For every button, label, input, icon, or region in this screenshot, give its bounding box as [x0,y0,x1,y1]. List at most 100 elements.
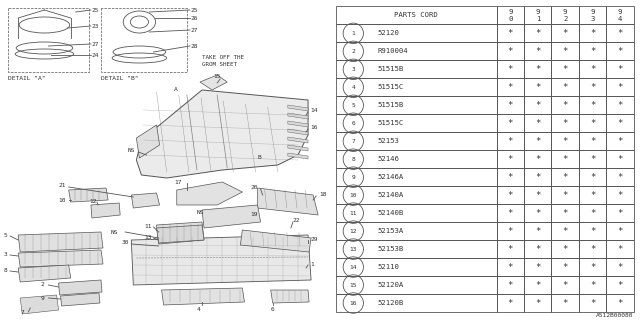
Text: 18: 18 [319,192,326,197]
Text: 52153: 52153 [377,138,399,144]
Polygon shape [68,188,108,202]
Text: 4: 4 [351,85,355,90]
Text: *: * [617,65,623,74]
Text: *: * [508,173,513,182]
Text: 29: 29 [310,237,317,242]
Text: 25: 25 [92,8,99,13]
Text: A: A [173,87,177,92]
Text: *: * [535,101,540,110]
Polygon shape [288,153,308,159]
Text: 3: 3 [4,252,8,257]
Text: *: * [590,137,595,146]
Text: *: * [563,29,568,38]
Text: 9
2: 9 2 [563,9,567,22]
Text: *: * [508,83,513,92]
Text: *: * [535,137,540,146]
Text: *: * [563,47,568,56]
Text: R910004: R910004 [377,48,408,54]
Text: 51515B: 51515B [377,66,403,72]
Text: *: * [617,281,623,290]
Text: A512B00080: A512B00080 [596,313,634,318]
Text: 8: 8 [4,268,8,273]
Text: *: * [563,119,568,128]
Polygon shape [18,250,103,267]
Text: *: * [563,227,568,236]
Text: 22: 22 [293,218,300,223]
Text: *: * [590,101,595,110]
Text: *: * [617,244,623,253]
Text: *: * [590,281,595,290]
Text: 26: 26 [191,16,198,21]
Text: *: * [617,227,623,236]
Text: 23: 23 [92,24,99,29]
Text: *: * [590,244,595,253]
Text: *: * [590,262,595,272]
Text: *: * [617,191,623,200]
Text: 25: 25 [191,8,198,13]
Text: *: * [508,191,513,200]
Text: 9
4: 9 4 [618,9,622,22]
Polygon shape [288,129,308,135]
Text: *: * [563,155,568,164]
Polygon shape [20,295,59,314]
Text: *: * [617,299,623,308]
Text: *: * [508,29,513,38]
Text: *: * [617,83,623,92]
Text: 52153A: 52153A [377,228,403,234]
Text: *: * [535,227,540,236]
Text: *: * [563,173,568,182]
Text: *: * [563,83,568,92]
Text: 10: 10 [59,198,66,203]
Polygon shape [157,222,204,244]
Polygon shape [136,90,308,178]
Text: DETAIL "B": DETAIL "B" [101,76,138,81]
Text: *: * [535,29,540,38]
Text: *: * [535,281,540,290]
Polygon shape [271,290,309,303]
Text: 9
1: 9 1 [536,9,540,22]
Text: 17: 17 [175,180,182,185]
Text: 16: 16 [310,125,317,130]
Text: DETAIL "A": DETAIL "A" [8,76,45,81]
Text: 52153B: 52153B [377,246,403,252]
Text: *: * [617,262,623,272]
Text: *: * [590,227,595,236]
Text: 20: 20 [250,185,258,190]
Text: *: * [508,299,513,308]
Text: *: * [563,281,568,290]
Text: *: * [590,29,595,38]
Polygon shape [91,203,120,218]
Text: 14: 14 [310,108,317,113]
Text: 12: 12 [89,199,97,204]
Text: *: * [590,191,595,200]
Text: *: * [563,299,568,308]
Text: 11: 11 [145,224,152,229]
Text: *: * [508,101,513,110]
Text: *: * [617,29,623,38]
Text: *: * [508,281,513,290]
Text: 51515C: 51515C [377,84,403,90]
Text: 21: 21 [59,183,66,188]
Text: B: B [257,155,261,160]
Text: 27: 27 [191,28,198,33]
Polygon shape [257,188,318,215]
Text: *: * [535,209,540,218]
Text: *: * [535,191,540,200]
Text: 5: 5 [4,233,8,238]
Text: 13: 13 [349,247,357,252]
Text: NS: NS [111,230,118,235]
Text: 9
3: 9 3 [590,9,595,22]
Text: *: * [590,83,595,92]
Text: *: * [590,119,595,128]
Text: *: * [563,137,568,146]
Text: *: * [617,155,623,164]
Text: 2: 2 [351,49,355,54]
Text: 14: 14 [349,265,357,269]
Text: *: * [617,119,623,128]
Text: *: * [563,65,568,74]
Text: 24: 24 [92,53,99,58]
Text: *: * [508,47,513,56]
Text: 9
0: 9 0 [508,9,513,22]
Text: 9: 9 [40,296,44,301]
Text: *: * [535,155,540,164]
